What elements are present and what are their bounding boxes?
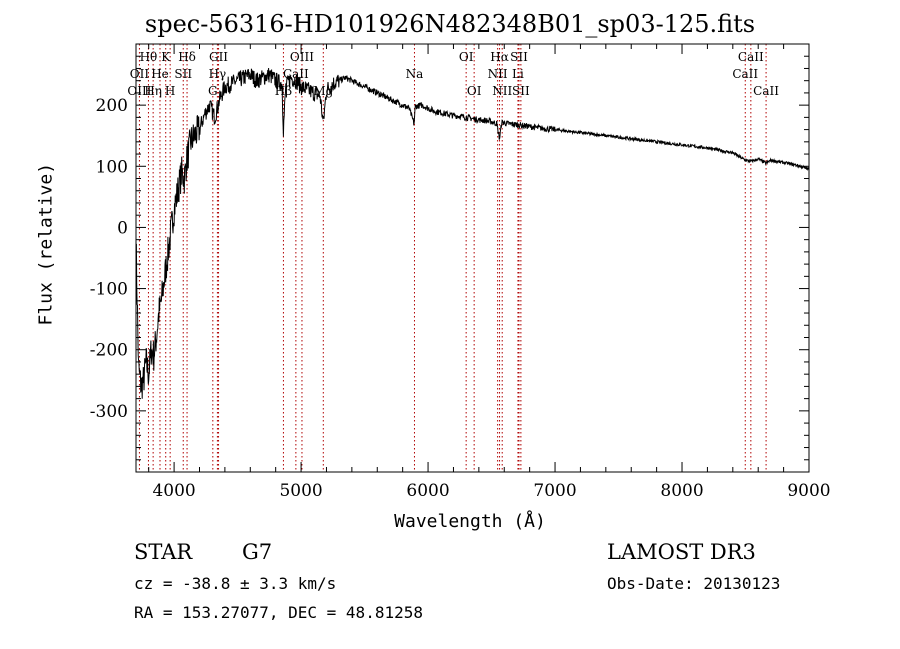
line-label: Li: [512, 67, 524, 81]
line-label: He: [151, 67, 169, 81]
line-label: SII: [174, 67, 192, 81]
y-tick-label: 100: [96, 157, 128, 177]
y-tick-label: -300: [90, 402, 128, 422]
line-label: Hθ: [140, 50, 158, 64]
y-tick-label: -100: [90, 280, 128, 300]
x-tick-label: 6000: [406, 481, 449, 501]
coordinates: RA = 153.27077, DEC = 48.81258: [134, 603, 423, 622]
line-label: NII: [492, 84, 512, 98]
redshift-velocity: cz = -38.8 ± 3.3 km/s: [134, 574, 337, 593]
y-tick-label: 200: [96, 96, 128, 116]
line-label: Hγ: [209, 67, 227, 81]
x-tick-label: 4000: [152, 481, 195, 501]
x-tick-label: 5000: [279, 481, 322, 501]
x-tick-group: 4000 5000 6000 7000 8000 9000: [148, 44, 831, 501]
line-label: K: [161, 50, 171, 64]
line-label: OI: [459, 50, 474, 64]
spectrum-line: [135, 67, 810, 399]
line-label: OIII: [290, 50, 314, 64]
line-label: SII: [510, 50, 528, 64]
y-tick-label: 0: [117, 218, 128, 238]
line-label: Hβ: [275, 84, 292, 98]
line-label: OI: [467, 84, 482, 98]
plot-frame: [135, 43, 810, 473]
line-label: NII: [488, 67, 508, 81]
survey-name: LAMOST DR3: [607, 540, 756, 564]
line-label: Hδ: [178, 50, 196, 64]
chart-title: spec-56316-HD101926N482348B01_sp03-125.f…: [144, 10, 756, 38]
line-label: GII: [209, 50, 228, 64]
line-label: Hα: [490, 50, 509, 64]
object-subclass: G7: [242, 540, 273, 564]
line-label: CaII: [753, 84, 779, 98]
x-tick-label: 7000: [533, 481, 576, 501]
line-label: CaII: [732, 67, 758, 81]
y-axis-label: Flux (relative): [35, 162, 57, 326]
line-label: OII: [130, 67, 150, 81]
x-tick-label: 9000: [787, 481, 830, 501]
line-marker-group: [138, 44, 767, 472]
line-label: CaII: [738, 50, 764, 64]
line-label: H: [165, 84, 175, 98]
y-tick-label: -200: [90, 341, 128, 361]
object-type: STAR: [134, 540, 193, 564]
line-label: OIII: [127, 84, 151, 98]
line-label: G: [208, 84, 218, 98]
line-label: SII: [512, 84, 530, 98]
observation-date: Obs-Date: 20130123: [607, 574, 781, 593]
x-tick-label: 8000: [660, 481, 703, 501]
x-axis-label: Wavelength (Å): [394, 511, 546, 532]
line-label: Na: [406, 67, 424, 81]
y-tick-group: -300 -200 -100 0 100 200: [90, 43, 809, 461]
line-label: Hη: [144, 84, 162, 98]
